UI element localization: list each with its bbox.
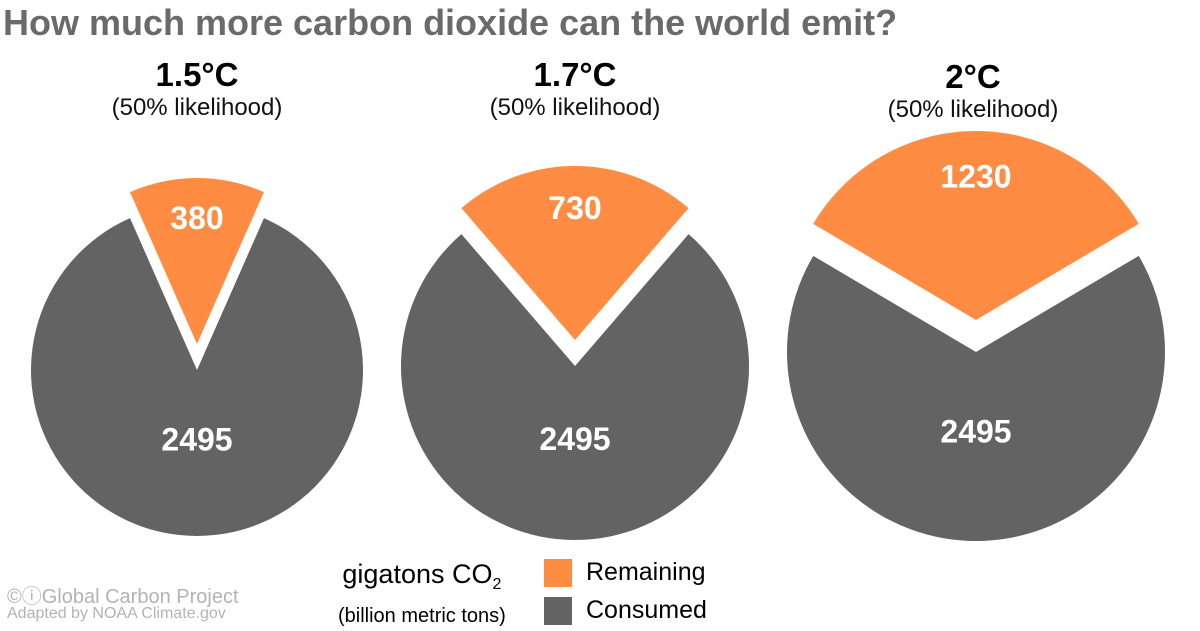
pie-1-consumed-label: 2495 [161, 422, 232, 458]
pie-2-remaining-slice [461, 165, 689, 340]
credit-noaa: Adapted by NOAA Climate.gov [7, 605, 226, 622]
pie-3-remaining-slice [813, 130, 1139, 320]
pie-2-consumed-label: 2495 [539, 421, 610, 457]
pie-1-consumed-slice [30, 218, 364, 537]
panel-2-likelihood: (50% likelihood) [489, 94, 661, 121]
pie-1-remaining-label: 380 [170, 200, 223, 236]
chart-title: How much more carbon dioxide can the wor… [3, 2, 898, 43]
panel-2-temperature: 1.7°C [533, 56, 617, 93]
units-subscript: 2 [492, 576, 502, 593]
pie-2-consumed-slice [401, 234, 749, 540]
panel-2-header: 1.7°C (50% likelihood) [425, 56, 725, 122]
units-prefix: gigatons CO [342, 559, 493, 589]
legend-label-consumed: Consumed [586, 596, 707, 624]
legend-consumed: Consumed [544, 596, 707, 625]
legend-swatch-remaining [544, 558, 572, 587]
pie-3-remaining-label: 1230 [940, 158, 1011, 194]
panel-3-likelihood: (50% likelihood) [887, 96, 1059, 123]
legend-swatch-consumed [544, 596, 572, 625]
pie-1-remaining-slice [130, 178, 264, 344]
panel-1-likelihood: (50% likelihood) [111, 94, 283, 121]
units-line-1: gigatons CO2 [338, 558, 506, 601]
pie-3-consumed-slice [786, 255, 1165, 541]
units-label: gigatons CO2 (billion metric tons) [338, 558, 506, 631]
legend-remaining: Remaining [544, 558, 706, 587]
panel-1-temperature: 1.5°C [155, 56, 239, 93]
units-line-2: (billion metric tons) [338, 605, 506, 627]
panel-1-header: 1.5°C (50% likelihood) [47, 56, 347, 122]
credit-global-carbon-project: ©ⓘGlobal Carbon Project [7, 586, 239, 608]
pie-2-remaining-label: 730 [548, 190, 601, 226]
panel-3-temperature: 2°C [945, 58, 1001, 95]
legend-label-remaining: Remaining [586, 558, 706, 586]
pie-3-consumed-label: 2495 [940, 413, 1011, 449]
panel-3-header: 2°C (50% likelihood) [823, 58, 1123, 124]
